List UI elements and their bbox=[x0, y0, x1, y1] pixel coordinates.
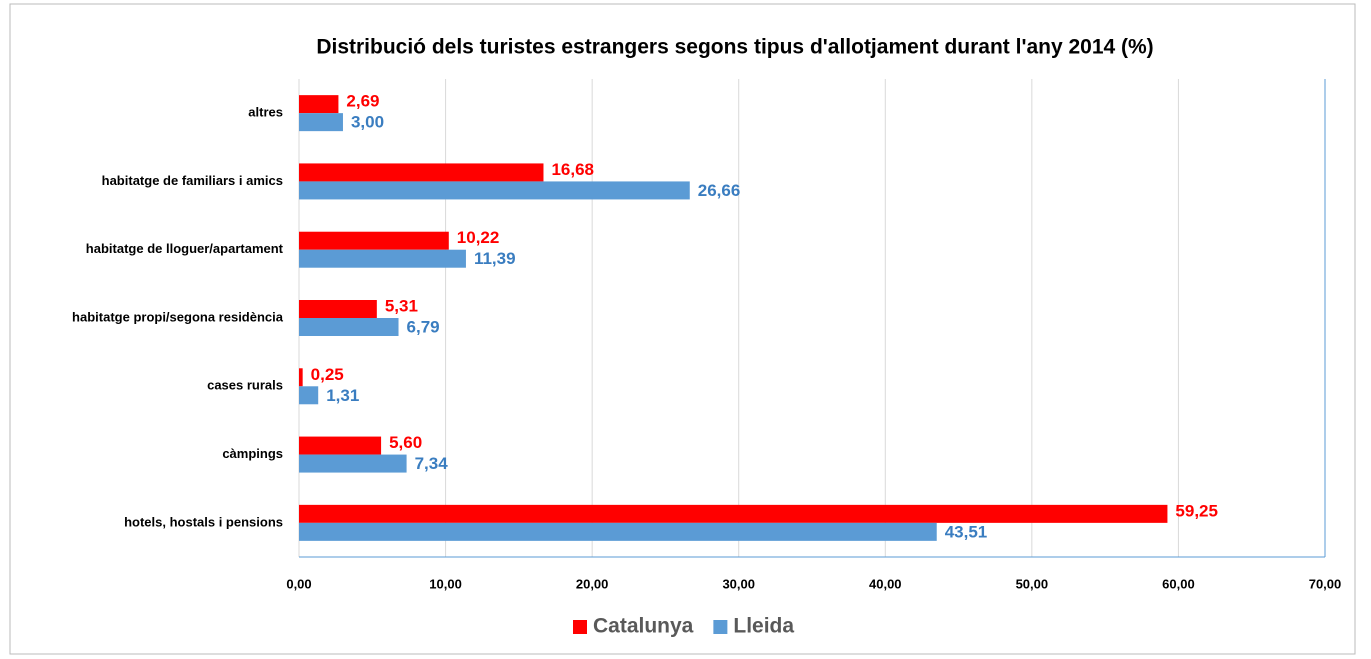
y-tick-label: habitatge de lloguer/apartament bbox=[86, 241, 284, 256]
data-label: 0,25 bbox=[311, 365, 344, 384]
y-tick-label: altres bbox=[248, 105, 283, 120]
data-label: 26,66 bbox=[698, 181, 741, 200]
legend-swatch bbox=[713, 620, 728, 634]
data-label: 5,31 bbox=[385, 296, 418, 315]
y-tick-label: habitatge de familiars i amics bbox=[102, 173, 283, 188]
data-label: 10,22 bbox=[457, 228, 500, 247]
bar bbox=[299, 181, 690, 200]
x-tick-label: 40,00 bbox=[869, 576, 902, 591]
data-label: 5,60 bbox=[389, 433, 422, 452]
data-label: 1,31 bbox=[326, 386, 359, 405]
data-label: 6,79 bbox=[407, 317, 440, 336]
bar bbox=[299, 386, 319, 405]
bar bbox=[299, 231, 449, 250]
legend-label: Catalunya bbox=[593, 615, 694, 638]
x-tick-label: 60,00 bbox=[1162, 576, 1195, 591]
bar bbox=[299, 95, 339, 114]
bar bbox=[299, 504, 1168, 523]
x-tick-label: 30,00 bbox=[722, 576, 755, 591]
data-label: 11,39 bbox=[474, 249, 516, 268]
data-label: 16,68 bbox=[551, 160, 594, 179]
bar bbox=[299, 163, 544, 182]
y-tick-label: hotels, hostals i pensions bbox=[124, 514, 283, 529]
chart-title: Distribució dels turistes estrangers seg… bbox=[316, 36, 1153, 59]
legend-swatch bbox=[573, 620, 587, 634]
legend-label: Lleida bbox=[733, 615, 794, 638]
x-tick-label: 20,00 bbox=[576, 576, 609, 591]
x-tick-label: 0,00 bbox=[286, 576, 311, 591]
data-label: 3,00 bbox=[351, 113, 384, 132]
data-label: 59,25 bbox=[1175, 501, 1218, 520]
chart-frame bbox=[9, 3, 1356, 655]
bar bbox=[299, 249, 466, 268]
y-tick-label: càmpings bbox=[222, 446, 283, 461]
bar bbox=[299, 368, 303, 387]
bar bbox=[299, 436, 382, 455]
x-tick-label: 10,00 bbox=[429, 576, 462, 591]
data-label: 7,34 bbox=[415, 454, 449, 473]
bar bbox=[299, 318, 399, 336]
bar bbox=[299, 454, 407, 473]
bar bbox=[299, 300, 377, 318]
bar bbox=[299, 522, 937, 541]
x-tick-label: 50,00 bbox=[1016, 576, 1049, 591]
x-tick-label: 70,00 bbox=[1309, 576, 1342, 591]
data-label: 2,69 bbox=[346, 92, 379, 111]
data-label: 43,51 bbox=[945, 522, 988, 541]
y-tick-label: cases rurals bbox=[207, 378, 283, 393]
y-tick-label: habitatge propi/segona residència bbox=[72, 309, 284, 324]
bar bbox=[299, 113, 343, 132]
